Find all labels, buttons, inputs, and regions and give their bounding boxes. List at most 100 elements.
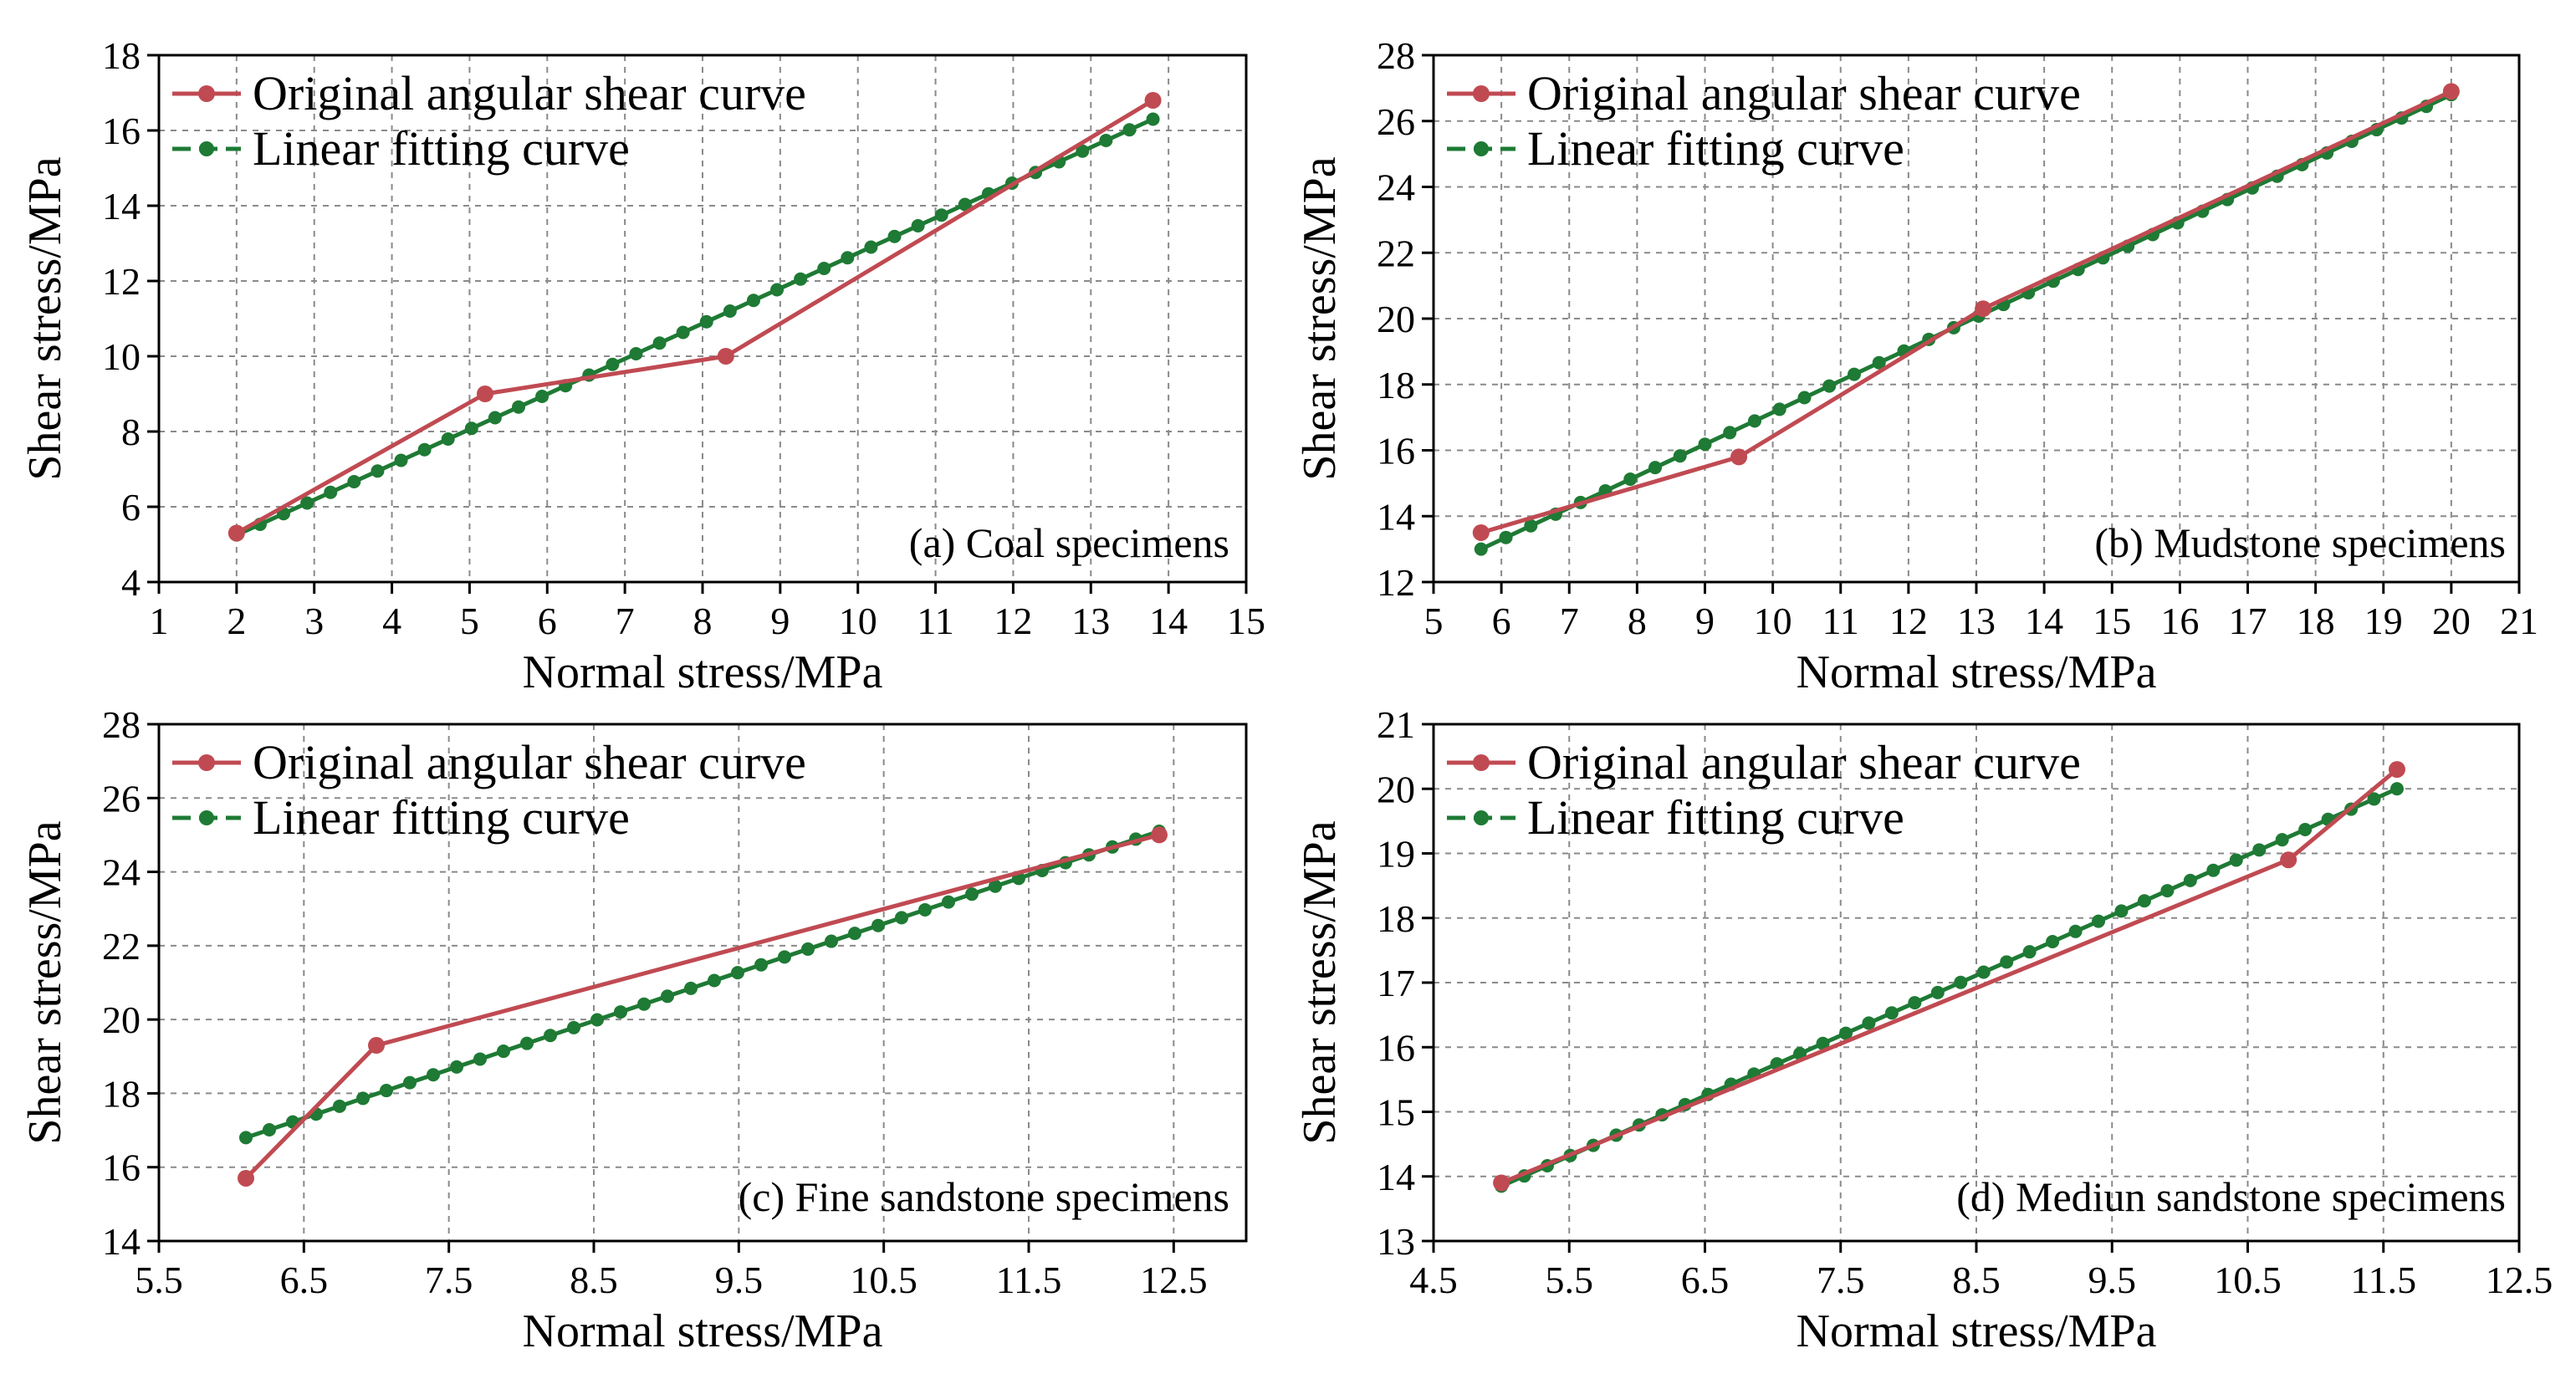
- x-tick-label: 8.5: [1952, 1259, 2001, 1301]
- x-tick-label: 14: [2025, 600, 2063, 642]
- x-tick-label: 9.5: [715, 1259, 764, 1301]
- x-tick-label: 5.5: [135, 1259, 183, 1301]
- y-tick-label: 18: [1377, 897, 1415, 940]
- x-tick-label: 11: [1822, 600, 1859, 642]
- fit-point: [1122, 123, 1137, 137]
- x-tick-label: 9: [1695, 600, 1715, 642]
- fit-point: [1698, 437, 1712, 452]
- x-tick-label: 13: [1071, 600, 1110, 642]
- y-tick-label: 22: [102, 925, 141, 968]
- fit-point: [2022, 945, 2037, 959]
- x-tick-label: 15: [1227, 600, 1265, 642]
- fit-point: [590, 1013, 604, 1027]
- fit-point: [637, 997, 651, 1011]
- legend-fit-marker: [1474, 141, 1489, 156]
- fit-point: [958, 197, 972, 212]
- fit-point: [403, 1075, 417, 1090]
- x-tick-label: 11.5: [2350, 1259, 2416, 1301]
- y-tick-label: 12: [1377, 561, 1415, 604]
- fit-point: [731, 966, 744, 980]
- fit-point: [488, 411, 502, 425]
- fit-line: [1480, 92, 2452, 551]
- x-tick-label: 19: [2364, 600, 2403, 642]
- y-tick-label: 13: [1377, 1220, 1415, 1263]
- fit-point: [661, 989, 674, 1004]
- x-tick-label: 2: [227, 600, 246, 642]
- fit-point: [441, 432, 455, 446]
- x-tick-label: 7.5: [1817, 1259, 1865, 1301]
- fit-point: [1474, 542, 1488, 556]
- panel-c-plot-frame: [157, 723, 1248, 1243]
- fit-point: [1797, 391, 1812, 405]
- original-point: [1975, 300, 1992, 318]
- fit-point: [746, 294, 760, 308]
- fit-point: [2183, 873, 2197, 887]
- panel-a-original-series: [227, 92, 1162, 542]
- panel-d: 4.5 5.5 6.5 7.5 8.5 9.5 10.5 11.5 12.5 13 14 15 16 17…: [1294, 703, 2553, 1357]
- fit-point: [347, 475, 361, 488]
- x-tick-label: 9: [770, 600, 790, 642]
- fit-point: [699, 314, 713, 329]
- fit-point: [2275, 833, 2289, 847]
- y-tick-label: 20: [102, 998, 141, 1041]
- fit-point: [2367, 792, 2381, 806]
- x-tick-label: 11: [917, 600, 953, 642]
- y-tick-label: 26: [1377, 100, 1415, 143]
- x-tick-label: 5: [1424, 600, 1444, 642]
- panel-b-annotation: (b) Mudstone specimens: [2094, 519, 2506, 566]
- legend-fit-marker: [199, 141, 214, 156]
- y-tick-label: 16: [102, 110, 141, 152]
- x-tick-label: 4: [382, 600, 401, 642]
- fit-point: [965, 887, 979, 901]
- fit-point: [1872, 355, 1886, 370]
- fit-point: [864, 240, 878, 254]
- panel-d-y-axis-label: Shear stress/MPa: [1294, 820, 1346, 1144]
- fit-point: [2000, 955, 2014, 969]
- y-tick-label: 14: [1377, 1156, 1415, 1198]
- y-tick-label: 14: [102, 185, 141, 227]
- fit-point: [497, 1044, 510, 1059]
- fit-point: [918, 902, 932, 917]
- x-tick-label: 5: [460, 600, 479, 642]
- x-tick-label: 7: [616, 600, 635, 642]
- fit-point: [723, 304, 737, 318]
- y-tick-label: 10: [102, 335, 141, 378]
- y-tick-label: 16: [1377, 430, 1415, 472]
- y-tick-label: 16: [102, 1147, 141, 1189]
- y-tick-label: 26: [102, 777, 141, 820]
- y-tick-label: 17: [1377, 962, 1415, 1004]
- original-line: [244, 833, 1160, 1180]
- legend-fit-label: Linear fitting curve: [253, 790, 630, 845]
- fit-point: [473, 1052, 487, 1066]
- fit-line: [235, 117, 1154, 538]
- fit-point: [300, 496, 314, 510]
- fit-point: [2206, 863, 2221, 877]
- fit-point: [544, 1029, 557, 1043]
- fit-point: [333, 1099, 346, 1113]
- fit-point: [1976, 965, 1991, 979]
- legend-original-label: Original angular shear curve: [253, 735, 806, 789]
- fit-point: [1524, 518, 1538, 533]
- legend-original-marker: [1473, 85, 1490, 102]
- fit-point: [770, 283, 785, 297]
- original-point: [238, 1169, 254, 1187]
- fit-point: [2137, 894, 2151, 908]
- panel-a-fit-series: [229, 112, 1160, 542]
- fit-point: [1908, 996, 1922, 1010]
- y-tick-label: 16: [1377, 1026, 1415, 1069]
- x-tick-label: 3: [304, 600, 324, 642]
- fit-point: [1648, 461, 1663, 475]
- y-tick-label: 18: [102, 34, 141, 77]
- x-tick-label: 12: [994, 600, 1032, 642]
- y-tick-label: 4: [121, 561, 141, 604]
- y-tick-label: 24: [1377, 166, 1415, 209]
- fit-point: [801, 942, 815, 956]
- panel-c-original-series: [238, 826, 1168, 1187]
- fit-point: [841, 251, 855, 265]
- fit-point: [427, 1068, 440, 1082]
- y-tick-label: 12: [102, 260, 141, 303]
- fit-point: [464, 421, 478, 436]
